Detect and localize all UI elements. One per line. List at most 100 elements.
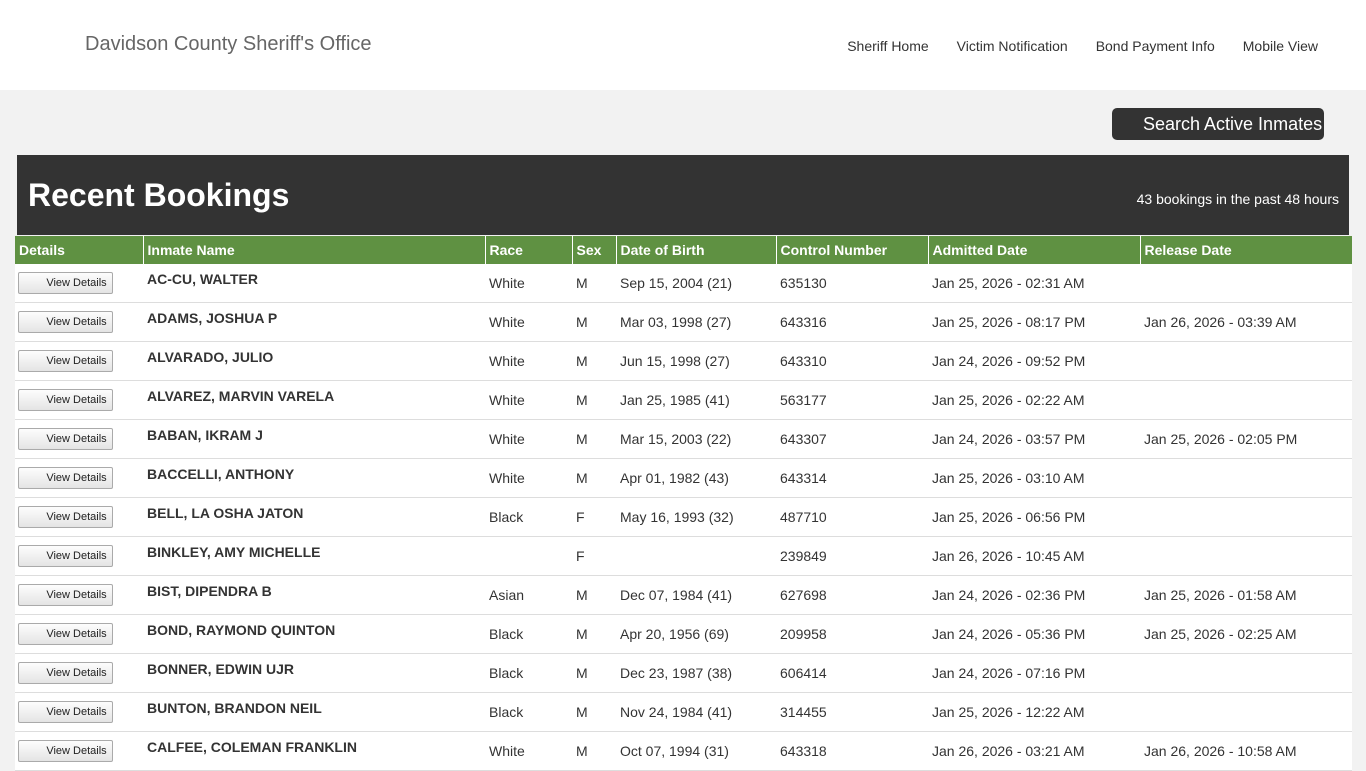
table-row: View Details BONNER, EDWIN UJR Black M Dec 2… xyxy=(15,653,1352,693)
admitted-date-cell: Jan 25, 2026 - 08:17 PM xyxy=(928,302,1140,342)
admitted-date-cell: Jan 24, 2026 - 02:36 PM xyxy=(928,575,1140,615)
release-date-cell: Jan 25, 2026 - 02:05 PM xyxy=(1140,419,1352,459)
admitted-date-cell: Jan 26, 2026 - 03:21 AM xyxy=(928,731,1140,771)
table-row: View Details ALVARADO, JULIO White M Jun 15,… xyxy=(15,341,1352,381)
date-of-birth-cell: Mar 03, 1998 (27) xyxy=(616,302,776,342)
column-header-race[interactable]: Race xyxy=(484,236,572,264)
column-header-date-of-birth[interactable]: Date of Birth xyxy=(615,236,776,264)
date-of-birth-cell: Jan 25, 1985 (41) xyxy=(616,380,776,420)
inmate-name-cell: ADAMS, JOSHUA P xyxy=(143,302,485,342)
date-of-birth-cell: Apr 01, 1982 (43) xyxy=(616,458,776,498)
view-details-button[interactable]: View Details xyxy=(18,311,113,333)
race-cell: Black xyxy=(485,497,572,537)
view-details-button[interactable]: View Details xyxy=(18,584,113,606)
admitted-date-cell: Jan 24, 2026 - 09:52 PM xyxy=(928,341,1140,381)
sex-cell: M xyxy=(572,575,616,615)
table-row: View Details AC-CU, WALTER White M Sep 15, 2… xyxy=(15,264,1352,303)
view-details-button[interactable]: View Details xyxy=(18,506,113,528)
inmate-name-cell: AC-CU, WALTER xyxy=(143,264,485,303)
race-cell xyxy=(485,536,572,576)
race-cell: White xyxy=(485,341,572,381)
details-cell: View Details xyxy=(15,692,143,732)
control-number-cell: 643310 xyxy=(776,341,928,381)
sex-cell: M xyxy=(572,302,616,342)
top-nav: Sheriff Home Victim Notification Bond Pa… xyxy=(847,38,1318,54)
sex-cell: M xyxy=(572,458,616,498)
column-header-details: Details xyxy=(15,236,143,264)
release-date-cell xyxy=(1140,380,1352,420)
control-number-cell: 643314 xyxy=(776,458,928,498)
view-details-button[interactable]: View Details xyxy=(18,740,113,762)
sex-cell: M xyxy=(572,264,616,303)
details-cell: View Details xyxy=(15,458,143,498)
view-details-button[interactable]: View Details xyxy=(18,467,113,489)
bookings-count: 43 bookings in the past 48 hours xyxy=(1136,191,1339,207)
nav-sheriff-home[interactable]: Sheriff Home xyxy=(847,38,929,54)
table-row: View Details CALFEE, COLEMAN FRANKLIN Whit… xyxy=(15,731,1352,771)
release-date-cell xyxy=(1140,497,1352,537)
top-bar: Davidson County Sheriff's Office Sheriff… xyxy=(0,0,1366,90)
date-of-birth-cell: Sep 15, 2004 (21) xyxy=(616,264,776,303)
control-number-cell: 643307 xyxy=(776,419,928,459)
view-details-button[interactable]: View Details xyxy=(18,545,113,567)
nav-bond-payment-info[interactable]: Bond Payment Info xyxy=(1095,38,1215,54)
sex-cell: M xyxy=(572,653,616,693)
details-cell: View Details xyxy=(15,614,143,654)
date-of-birth-cell: Dec 23, 1987 (38) xyxy=(616,653,776,693)
view-details-button[interactable]: View Details xyxy=(18,662,113,684)
recent-bookings-header: Recent Bookings 43 bookings in the past … xyxy=(17,155,1349,235)
date-of-birth-cell: Jun 15, 1998 (27) xyxy=(616,341,776,381)
date-of-birth-cell: Oct 07, 1994 (31) xyxy=(616,731,776,771)
view-details-button[interactable]: View Details xyxy=(18,623,113,645)
search-active-inmates-button[interactable]: Search Active Inmates xyxy=(1112,108,1324,140)
sex-cell: F xyxy=(572,497,616,537)
table-row: View Details BINKLEY, AMY MICHELLE F 239849… xyxy=(15,536,1352,576)
control-number-cell: 606414 xyxy=(776,653,928,693)
view-details-button[interactable]: View Details xyxy=(18,701,113,723)
date-of-birth-cell: Apr 20, 1956 (69) xyxy=(616,614,776,654)
inmate-name-cell: BABAN, IKRAM J xyxy=(143,419,485,459)
release-date-cell xyxy=(1140,692,1352,732)
column-header-sex[interactable]: Sex xyxy=(571,236,616,264)
table-row: View Details BELL, LA OSHA JATON Black F May… xyxy=(15,497,1352,537)
release-date-cell: Jan 25, 2026 - 02:25 AM xyxy=(1140,614,1352,654)
bookings-table: Details Inmate Name Race Sex Date of Bir… xyxy=(15,236,1352,771)
date-of-birth-cell: Dec 07, 1984 (41) xyxy=(616,575,776,615)
view-details-button[interactable]: View Details xyxy=(18,272,113,294)
column-header-release-date[interactable]: Release Date xyxy=(1139,236,1352,264)
race-cell: White xyxy=(485,380,572,420)
details-cell: View Details xyxy=(15,264,143,303)
date-of-birth-cell: May 16, 1993 (32) xyxy=(616,497,776,537)
sex-cell: M xyxy=(572,419,616,459)
table-row: View Details BABAN, IKRAM J White M Mar 15, … xyxy=(15,419,1352,459)
control-number-cell: 627698 xyxy=(776,575,928,615)
release-date-cell xyxy=(1140,458,1352,498)
table-row: View Details ADAMS, JOSHUA P White M Mar 03,… xyxy=(15,302,1352,342)
table-row: View Details ALVAREZ, MARVIN VARELA White M… xyxy=(15,380,1352,420)
admitted-date-cell: Jan 26, 2026 - 10:45 AM xyxy=(928,536,1140,576)
nav-victim-notification[interactable]: Victim Notification xyxy=(956,38,1068,54)
details-cell: View Details xyxy=(15,536,143,576)
view-details-button[interactable]: View Details xyxy=(18,389,113,411)
inmate-name-cell: BELL, LA OSHA JATON xyxy=(143,497,485,537)
admitted-date-cell: Jan 25, 2026 - 02:22 AM xyxy=(928,380,1140,420)
inmate-name-cell: CALFEE, COLEMAN FRANKLIN xyxy=(143,731,485,771)
release-date-cell: Jan 26, 2026 - 10:58 AM xyxy=(1140,731,1352,771)
view-details-button[interactable]: View Details xyxy=(18,350,113,372)
column-header-admitted-date[interactable]: Admitted Date xyxy=(927,236,1140,264)
release-date-cell xyxy=(1140,536,1352,576)
column-header-inmate-name[interactable]: Inmate Name xyxy=(142,236,485,264)
inmate-name-cell: BACCELLI, ANTHONY xyxy=(143,458,485,498)
view-details-button[interactable]: View Details xyxy=(18,428,113,450)
race-cell: White xyxy=(485,302,572,342)
details-cell: View Details xyxy=(15,419,143,459)
inmate-name-cell: BUNTON, BRANDON NEIL xyxy=(143,692,485,732)
details-cell: View Details xyxy=(15,731,143,771)
nav-mobile-view[interactable]: Mobile View xyxy=(1242,38,1318,54)
column-header-control-number[interactable]: Control Number xyxy=(775,236,928,264)
sex-cell: M xyxy=(572,341,616,381)
control-number-cell: 487710 xyxy=(776,497,928,537)
inmate-name-cell: ALVAREZ, MARVIN VARELA xyxy=(143,380,485,420)
admitted-date-cell: Jan 25, 2026 - 06:56 PM xyxy=(928,497,1140,537)
control-number-cell: 239849 xyxy=(776,536,928,576)
